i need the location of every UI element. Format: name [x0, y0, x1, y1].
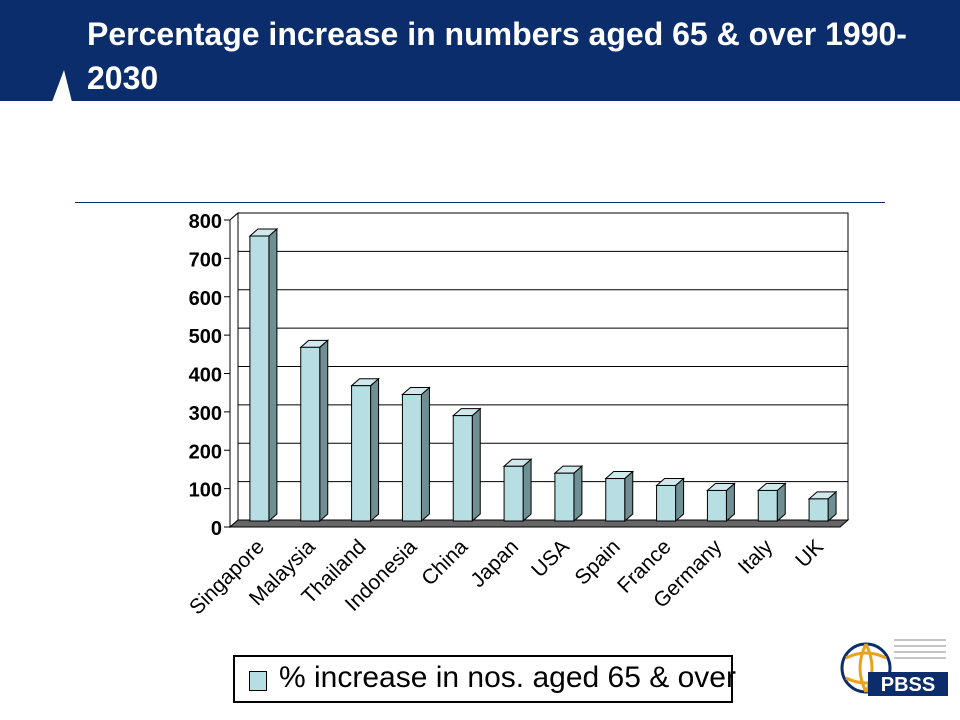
logo-text: PBSS — [881, 674, 935, 696]
bar — [706, 489, 727, 522]
slide-title: Percentage increase in numbers aged 65 &… — [87, 16, 907, 96]
header-notch-decoration — [52, 70, 72, 102]
legend-label: % increase in nos. aged 65 & over — [279, 661, 736, 694]
bar — [351, 385, 372, 522]
bar — [300, 346, 321, 522]
bar-side — [420, 386, 430, 523]
bar — [656, 484, 677, 522]
bar-side — [624, 470, 634, 523]
y-tick-label: 500 — [189, 326, 222, 348]
bar — [249, 235, 270, 522]
y-tick-label: 400 — [189, 365, 222, 387]
bar — [605, 478, 626, 522]
bar — [401, 394, 422, 522]
bar — [452, 415, 473, 522]
bar-side — [268, 227, 278, 523]
bar-side — [522, 458, 532, 523]
y-tick-label: 700 — [189, 249, 222, 271]
bar-side — [471, 407, 481, 523]
y-tick-label: 300 — [189, 403, 222, 425]
y-tick-label: 800 — [189, 211, 222, 233]
chart-legend: % increase in nos. aged 65 & over — [233, 655, 736, 703]
x-tick-label: China — [417, 535, 472, 590]
y-tick-label: 0 — [211, 518, 222, 540]
x-tick-label: USA — [527, 535, 574, 582]
bar-side — [573, 465, 583, 523]
bar — [503, 465, 524, 522]
x-tick-label: UK — [791, 535, 828, 572]
bar-side — [319, 339, 329, 523]
plot-floor — [228, 519, 850, 528]
bar-chart: 0100200300400500600700800SingaporeMalays… — [185, 211, 850, 619]
bar — [757, 489, 778, 522]
y-tick-label: 100 — [189, 480, 222, 502]
pbss-logo: PBSS — [840, 639, 948, 696]
title-bar: Percentage increase in numbers aged 65 &… — [0, 0, 960, 102]
divider-line — [75, 202, 885, 203]
bar-side — [370, 377, 380, 523]
y-tick-label: 600 — [189, 288, 222, 310]
x-tick-label: Japan — [466, 535, 523, 592]
plot-side-wall — [229, 211, 239, 529]
bar — [808, 498, 829, 522]
bar — [554, 472, 575, 522]
legend-swatch — [249, 671, 267, 691]
y-tick-label: 200 — [189, 441, 222, 463]
x-tick-label: Italy — [734, 535, 778, 579]
